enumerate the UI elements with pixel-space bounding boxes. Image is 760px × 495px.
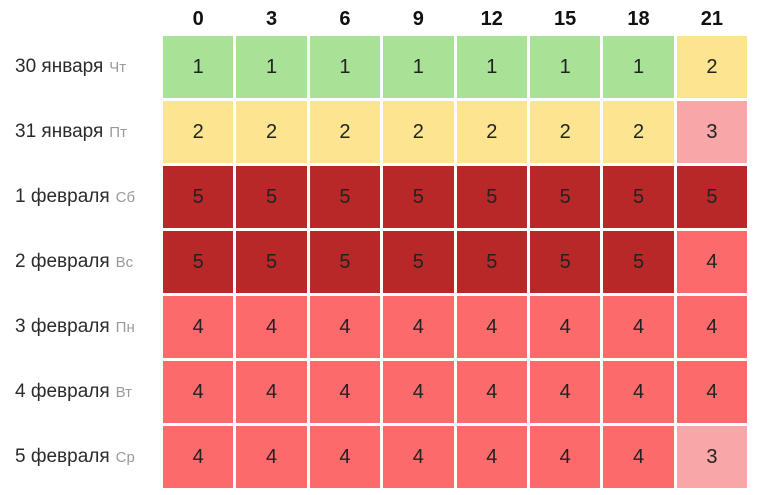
heatmap-cell: 5 [163, 231, 234, 293]
heatmap-cell: 2 [456, 101, 527, 163]
row-label: 3 февраля Пн [0, 296, 160, 358]
heatmap-cell: 1 [163, 36, 234, 98]
hour-header: 21 [676, 3, 748, 33]
heatmap-cell: 4 [676, 231, 748, 293]
date-label: 3 февраля [15, 316, 110, 337]
heatmap-cell: 2 [383, 101, 454, 163]
row-label: 1 февраля Сб [0, 166, 160, 228]
heatmap-cell: 4 [456, 361, 527, 423]
hour-header: 0 [163, 3, 234, 33]
date-label: 31 января [15, 121, 104, 142]
weekday-label: Сб [115, 188, 136, 206]
weekday-label: Ср [115, 448, 135, 466]
heatmap-cell: 5 [236, 231, 307, 293]
row-label: 5 февраля Ср [0, 426, 160, 488]
heatmap-cell: 2 [529, 101, 601, 163]
heatmap-cell: 2 [163, 101, 234, 163]
row-label: 31 января Пт [0, 101, 160, 163]
date-label: 5 февраля [15, 446, 110, 467]
weekday-label: Пн [115, 318, 135, 336]
heatmap-cell: 1 [603, 36, 674, 98]
heatmap-cell: 3 [676, 101, 748, 163]
heatmap-cell: 5 [309, 166, 381, 228]
heatmap-cell: 4 [163, 426, 234, 488]
heatmap-cell: 5 [529, 231, 601, 293]
heatmap-cell: 4 [456, 426, 527, 488]
heatmap-cell: 1 [383, 36, 454, 98]
heatmap-cell: 2 [309, 101, 381, 163]
date-label: 30 января [15, 56, 104, 77]
hour-header: 12 [456, 3, 527, 33]
date-label: 4 февраля [15, 381, 110, 402]
heatmap-cell: 5 [163, 166, 234, 228]
heatmap-cell: 2 [676, 36, 748, 98]
weekday-label: Вс [115, 253, 134, 271]
heatmap-cell: 4 [236, 426, 307, 488]
heatmap-cell: 4 [163, 296, 234, 358]
heatmap-cell: 4 [603, 426, 674, 488]
heatmap-cell: 4 [529, 426, 601, 488]
heatmap-cell: 3 [676, 426, 748, 488]
hour-header: 6 [309, 3, 381, 33]
heatmap-cell: 4 [676, 296, 748, 358]
heatmap-cell: 2 [236, 101, 307, 163]
heatmap-cell: 5 [603, 231, 674, 293]
heatmap-cell: 4 [236, 296, 307, 358]
heatmap-cell: 2 [603, 101, 674, 163]
heatmap-cell: 4 [529, 361, 601, 423]
heatmap-cell: 4 [163, 361, 234, 423]
heatmap-cell: 1 [456, 36, 527, 98]
heatmap-cell: 4 [383, 361, 454, 423]
heatmap-cell: 4 [309, 361, 381, 423]
heatmap-cell: 4 [603, 296, 674, 358]
hour-header: 9 [383, 3, 454, 33]
heatmap-cell: 4 [676, 361, 748, 423]
row-label: 30 января Чт [0, 36, 160, 98]
heatmap-cell: 5 [603, 166, 674, 228]
heatmap-cell: 5 [676, 166, 748, 228]
hour-header: 3 [236, 3, 307, 33]
heatmap-cell: 4 [529, 296, 601, 358]
heatmap-cell: 5 [383, 231, 454, 293]
date-label: 1 февраля [15, 186, 110, 207]
heatmap-cell: 4 [383, 426, 454, 488]
heatmap-cell: 5 [456, 231, 527, 293]
heatmap-cell: 5 [456, 166, 527, 228]
heatmap-cell: 4 [603, 361, 674, 423]
heatmap-cell: 1 [529, 36, 601, 98]
heatmap-cell: 1 [236, 36, 307, 98]
heatmap-cell: 4 [383, 296, 454, 358]
heatmap-cell: 4 [456, 296, 527, 358]
hour-header: 18 [603, 3, 674, 33]
heatmap-cell: 4 [236, 361, 307, 423]
hour-header: 15 [529, 3, 601, 33]
weekday-label: Чт [109, 58, 127, 76]
heatmap-cell: 5 [529, 166, 601, 228]
corner-spacer [0, 3, 160, 33]
heatmap-cell: 5 [236, 166, 307, 228]
heatmap-cell: 4 [309, 426, 381, 488]
heatmap-cell: 4 [309, 296, 381, 358]
date-label: 2 февраля [15, 251, 110, 272]
heatmap-cell: 1 [309, 36, 381, 98]
heatmap-cell: 5 [383, 166, 454, 228]
row-label: 4 февраля Вт [0, 361, 160, 423]
weekday-label: Пт [109, 123, 127, 141]
row-label: 2 февраля Вс [0, 231, 160, 293]
heatmap-cell: 5 [309, 231, 381, 293]
weekday-label: Вт [115, 383, 133, 401]
